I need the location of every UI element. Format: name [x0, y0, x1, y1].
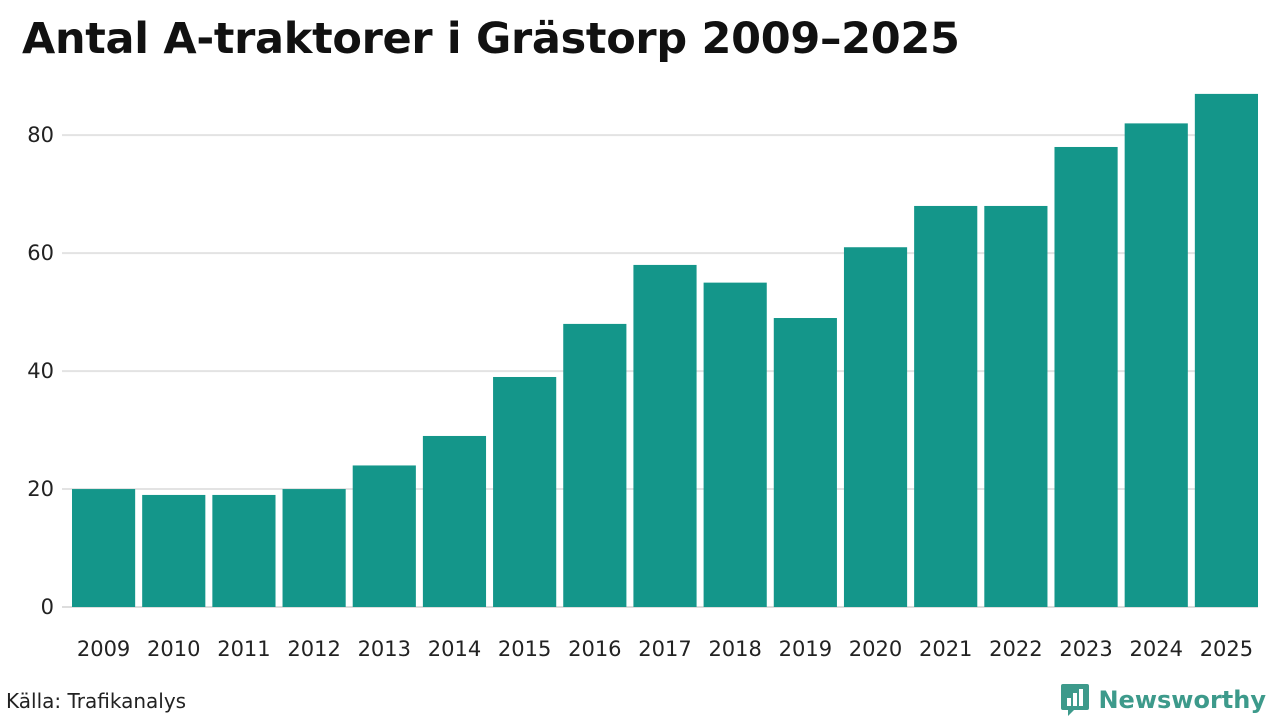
bar	[1054, 146, 1118, 607]
brand-name: Newsworthy	[1098, 686, 1266, 714]
x-tick-label: 2022	[989, 637, 1042, 661]
bar	[212, 494, 276, 607]
bar	[142, 494, 206, 607]
bar	[282, 489, 346, 607]
y-tick-label: 40	[27, 359, 54, 383]
bar	[633, 264, 697, 607]
x-tick-label: 2023	[1059, 637, 1112, 661]
x-tick-label: 2014	[428, 637, 481, 661]
x-tick-label: 2011	[217, 637, 270, 661]
bar	[843, 247, 908, 607]
x-tick-label: 2015	[498, 637, 551, 661]
x-tick-label: 2012	[287, 637, 340, 661]
bar	[914, 205, 978, 608]
x-tick-label: 2013	[358, 637, 411, 661]
chart-title: Antal A-traktorer i Grästorp 2009–2025	[22, 14, 960, 64]
y-tick-label: 80	[27, 123, 54, 147]
x-tick-label: 2025	[1200, 637, 1253, 661]
bar	[1124, 123, 1188, 608]
y-axis-ticks: 0 20 40 60 80	[27, 123, 54, 619]
x-tick-label: 2017	[638, 637, 691, 661]
bar	[563, 323, 627, 607]
x-tick-label: 2019	[779, 637, 832, 661]
bar	[773, 318, 837, 607]
x-tick-label: 2024	[1130, 637, 1183, 661]
bars	[72, 93, 1258, 608]
bar	[422, 435, 487, 607]
x-tick-label: 2020	[849, 637, 902, 661]
bar	[72, 489, 136, 607]
bar	[984, 205, 1048, 608]
bar	[703, 282, 767, 607]
bar	[352, 465, 416, 607]
x-tick-label: 2016	[568, 637, 621, 661]
bar	[493, 376, 557, 607]
source-note: Källa: Trafikanalys	[6, 689, 187, 713]
x-tick-label: 2010	[147, 637, 200, 661]
bar	[1194, 93, 1258, 608]
y-tick-label: 0	[41, 595, 54, 619]
y-tick-label: 60	[27, 241, 54, 265]
brand: Newsworthy	[1060, 683, 1266, 717]
x-tick-label: 2018	[708, 637, 761, 661]
y-tick-label: 20	[27, 477, 54, 501]
newsworthy-logo-icon	[1061, 684, 1090, 716]
x-axis-ticks: 2009 2010 2011 2012 2013 2014 2015 2016 2017 2018…	[77, 637, 1253, 661]
x-tick-label: 2021	[919, 637, 972, 661]
x-tick-label: 2009	[77, 637, 130, 661]
